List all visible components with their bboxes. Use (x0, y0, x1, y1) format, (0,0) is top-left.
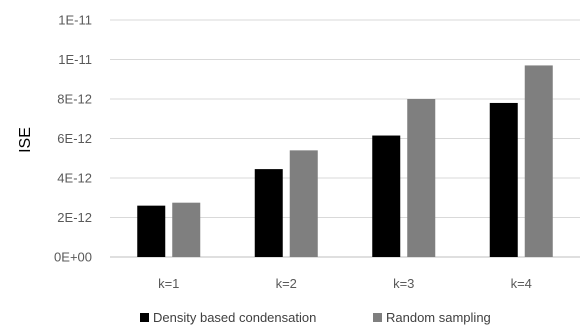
bar (254, 169, 283, 257)
y-tick-label: 2E-12 (57, 210, 92, 225)
bar (172, 202, 201, 257)
x-tick-label: k=2 (276, 276, 297, 291)
bar (489, 102, 518, 257)
legend-label: Density based condensation (153, 310, 316, 325)
bars (137, 65, 553, 257)
bar (407, 99, 436, 257)
y-tick-label: 4E-12 (57, 171, 92, 186)
y-tick-label: 6E-12 (57, 131, 92, 146)
y-axis-label: ISE (17, 127, 34, 153)
legend-swatch (373, 313, 382, 322)
legend-swatch (140, 313, 149, 322)
bar (524, 65, 553, 257)
x-tick-label: k=4 (511, 276, 532, 291)
y-tick-label: 1E-11 (58, 13, 92, 28)
y-axis-tick-labels: 0E+00 2E-12 4E-12 6E-12 8E-12 1E-11 1E-11 (54, 13, 92, 265)
legend-label: Random sampling (386, 310, 491, 325)
y-tick-label: 1E-11 (58, 52, 92, 67)
x-tick-label: k=1 (158, 276, 179, 291)
y-tick-label: 8E-12 (57, 92, 92, 107)
y-tick-label: 0E+00 (54, 250, 92, 265)
bar (372, 135, 401, 257)
bar (137, 205, 166, 257)
x-axis-tick-labels: k=1 k=2 k=3 k=4 (158, 276, 532, 291)
bar (289, 150, 318, 257)
x-tick-label: k=3 (393, 276, 414, 291)
legend: Density based condensation Random samplin… (140, 310, 491, 325)
